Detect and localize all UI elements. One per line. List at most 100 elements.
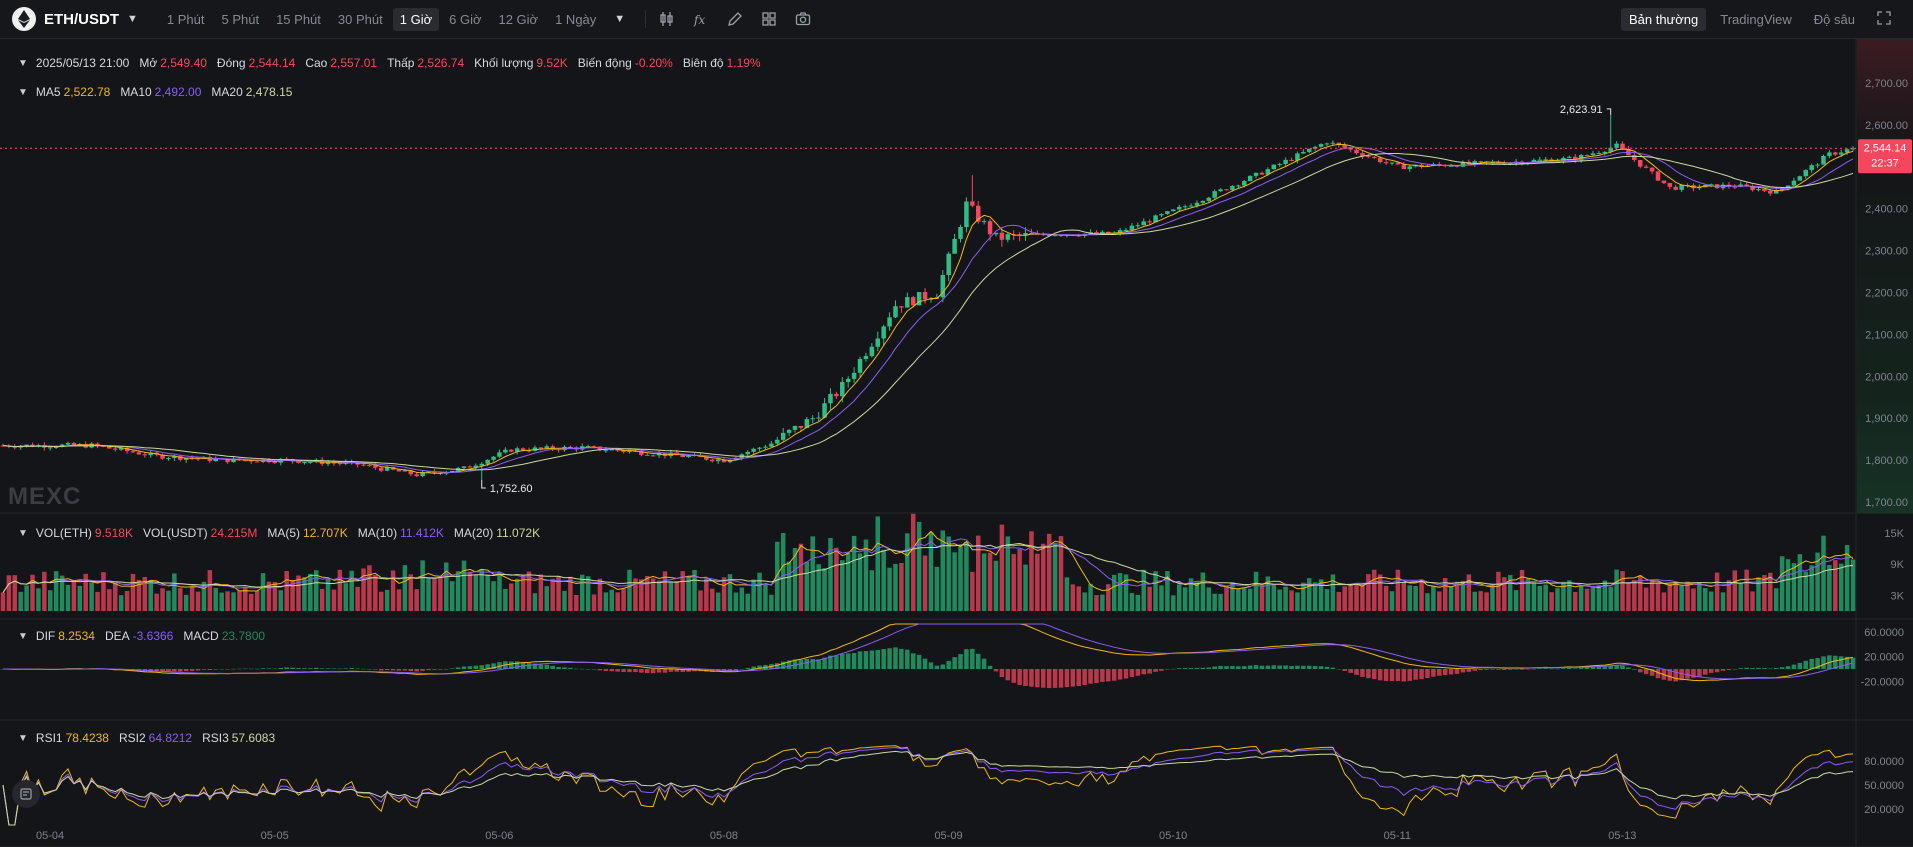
volume-bar: [1821, 535, 1826, 611]
volume-bar: [1342, 586, 1347, 611]
volume-bar: [1029, 531, 1034, 611]
volume-bar: [928, 532, 934, 611]
interval-selector: 1 Phút 5 Phút 15 Phút 30 Phút 1 Giờ 6 Gi…: [160, 7, 626, 31]
macd-bar: [1525, 669, 1531, 670]
collapse-chevron-icon[interactable]: ▼: [18, 630, 28, 642]
camera-icon[interactable]: [794, 10, 812, 28]
macd-bar: [1738, 668, 1743, 669]
volume-bar: [1614, 569, 1619, 611]
pair-selector[interactable]: ETH/USDT ▼: [12, 7, 138, 31]
macd-bar: [278, 667, 284, 669]
volume-bar: [1490, 584, 1495, 611]
price-axis-label: 2,100.00: [1865, 329, 1908, 341]
view-depth[interactable]: Độ sâu: [1813, 11, 1855, 27]
macd-bar: [668, 669, 674, 672]
macd-bar: [1833, 655, 1838, 669]
volume-bar: [408, 574, 414, 611]
candlestick-chart[interactable]: 2,700.002,600.002,500.002,400.002,300.00…: [0, 39, 1913, 847]
candle-body: [302, 462, 307, 464]
collapse-chevron-icon[interactable]: ▼: [18, 57, 28, 69]
macd-bar: [1389, 669, 1395, 681]
volume-bar: [331, 589, 337, 611]
candle-type-icon[interactable]: [658, 10, 676, 28]
macd-bar: [219, 669, 224, 670]
dif-line: [2, 623, 1854, 682]
macd-bar: [497, 662, 502, 669]
volume-bar: [1590, 586, 1596, 611]
interval-15m[interactable]: 15 Phút: [276, 11, 321, 27]
chart-settings-fab[interactable]: [12, 780, 40, 808]
candle-body: [804, 419, 810, 428]
price-axis-label: 2,300.00: [1865, 246, 1908, 258]
collapse-chevron-icon[interactable]: ▼: [18, 527, 28, 539]
candle-body: [1821, 156, 1826, 165]
collapse-chevron-icon[interactable]: ▼: [18, 86, 28, 98]
candle-body: [597, 446, 603, 451]
volume-bar: [1017, 548, 1022, 611]
interval-30m[interactable]: 30 Phút: [337, 11, 383, 27]
interval-12h[interactable]: 12 Giờ: [498, 11, 539, 27]
candle-body: [1797, 176, 1803, 181]
volume-bar: [1419, 579, 1424, 611]
volume-bar: [485, 574, 490, 611]
macd-bar: [1058, 669, 1064, 688]
macd-bar: [1750, 668, 1755, 669]
candle-body: [887, 317, 892, 327]
macd-bar: [609, 669, 615, 672]
candle-body: [644, 454, 650, 456]
candle-body: [727, 459, 733, 463]
macd-bar: [810, 658, 815, 669]
draw-icon[interactable]: [726, 10, 744, 28]
macd-bar: [1537, 668, 1543, 670]
volume-bar: [1188, 578, 1194, 611]
candle-body: [337, 463, 343, 465]
volume-bar: [1176, 584, 1182, 611]
candle-body: [715, 459, 721, 462]
view-tradingview[interactable]: TradingView: [1720, 11, 1792, 27]
interval-5m[interactable]: 5 Phút: [221, 11, 260, 27]
candle-body: [308, 461, 313, 463]
macd-bar: [509, 661, 514, 669]
macd-bar: [934, 665, 940, 669]
candle-body: [810, 418, 815, 420]
interval-1m[interactable]: 1 Phút: [166, 11, 205, 27]
volume-bar: [1135, 594, 1141, 611]
indicator-icon[interactable]: fx: [692, 10, 710, 28]
candle-body: [449, 470, 455, 473]
fullscreen-icon[interactable]: [1869, 7, 1899, 32]
volume-bar: [568, 576, 573, 611]
candle-body: [426, 471, 431, 473]
macd-bar: [1454, 669, 1460, 674]
volume-bar: [1159, 585, 1164, 611]
more-intervals-icon[interactable]: ▼: [614, 13, 626, 25]
macd-bar: [1838, 656, 1844, 669]
caret-down-icon[interactable]: ▼: [127, 13, 138, 25]
view-basic[interactable]: Bản thường: [1620, 7, 1707, 31]
layout-icon[interactable]: [760, 10, 778, 28]
candle-body: [615, 449, 620, 451]
volume-bar: [1679, 585, 1684, 611]
candle-body: [1632, 155, 1637, 161]
price-axis-label: 2,000.00: [1865, 371, 1908, 383]
candle-body: [1596, 153, 1602, 155]
macd-bar: [597, 669, 603, 671]
volume-bar: [922, 555, 928, 611]
macd-bar: [1070, 669, 1076, 687]
macd-bar: [408, 669, 414, 671]
candle-body: [1401, 164, 1407, 169]
macd-bar: [355, 668, 360, 670]
candle-body: [1354, 149, 1359, 154]
interval-1h[interactable]: 1 Giờ: [392, 7, 440, 31]
high-label: Cao: [305, 56, 328, 70]
collapse-chevron-icon[interactable]: ▼: [18, 732, 28, 744]
volume-bar: [509, 583, 514, 611]
volume-bar: [562, 590, 567, 611]
macd-bar: [1720, 669, 1726, 671]
interval-6h[interactable]: 6 Giờ: [449, 11, 482, 27]
candle-body: [1324, 143, 1330, 145]
candle-body: [609, 449, 615, 451]
rsi2-line: [2, 746, 1854, 826]
volume-bar: [1318, 579, 1324, 611]
interval-1d[interactable]: 1 Ngày: [555, 11, 597, 27]
macd-bar: [1064, 669, 1070, 688]
